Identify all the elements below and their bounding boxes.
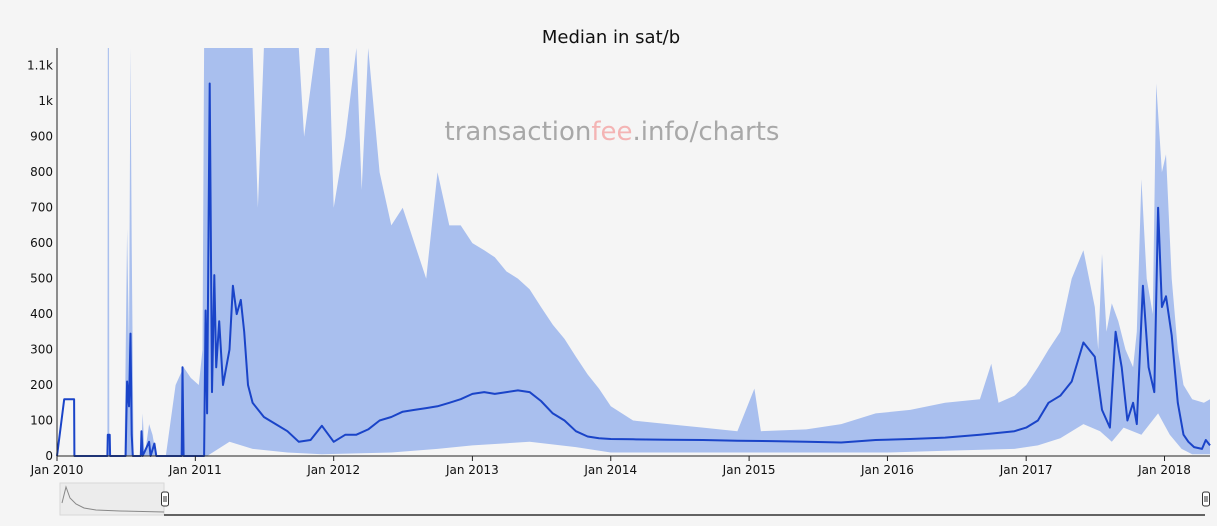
- navigator-left-handle[interactable]: [161, 491, 169, 507]
- y-tick-label: 100: [30, 414, 53, 428]
- y-tick-label: 1.1k: [27, 59, 53, 73]
- navigator-right-handle[interactable]: [1202, 491, 1210, 507]
- navigator-selected-window: [59, 482, 165, 516]
- median-fee-line: [56, 82, 1211, 457]
- y-tick-label: 300: [30, 343, 53, 357]
- chart-title: Median in sat/b: [542, 27, 680, 48]
- y-tick-label: 900: [30, 130, 53, 144]
- x-tick-label: Jan 2017: [999, 463, 1053, 477]
- y-tick-label: 500: [30, 272, 53, 286]
- axis-layer: 0 100 200 300 400 500 600 700 800 900 1k 1.1k Jan 20…: [27, 48, 1210, 477]
- y-tick-label: 800: [30, 165, 53, 179]
- x-tick-label: Jan 2016: [860, 463, 914, 477]
- median-line-layer: [56, 82, 1211, 457]
- watermark-suffix: .info/charts: [633, 117, 780, 147]
- range-navigator[interactable]: [59, 482, 1210, 516]
- x-tick-label: Jan 2012: [306, 463, 360, 477]
- y-tick-label: 0: [45, 449, 53, 463]
- x-tick-label: Jan 2015: [722, 463, 776, 477]
- x-tick-label: Jan 2018: [1137, 463, 1191, 477]
- x-tick-label: Jan 2011: [168, 463, 222, 477]
- y-tick-label: 700: [30, 201, 53, 215]
- x-tick-label: Jan 2010: [30, 463, 84, 477]
- y-tick-label: 400: [30, 307, 53, 321]
- y-tick-label: 1k: [38, 94, 53, 108]
- x-tick-label: Jan 2013: [445, 463, 499, 477]
- watermark-prefix: transaction: [445, 117, 592, 147]
- navigator-mini-line: [61, 485, 165, 513]
- y-tick-label: 200: [30, 378, 53, 392]
- fee-range-band: [57, 48, 1210, 456]
- watermark-text: transactionfee.info/charts: [445, 117, 780, 147]
- watermark-highlight: fee: [591, 117, 632, 147]
- x-tick-label: Jan 2014: [583, 463, 637, 477]
- fee-range-band-layer: [57, 48, 1210, 456]
- y-tick-label: 600: [30, 236, 53, 250]
